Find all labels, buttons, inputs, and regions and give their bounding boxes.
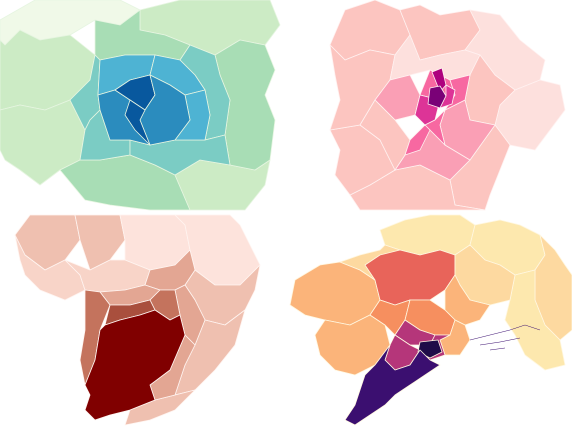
district-core-e [439,84,456,109]
choropleth-map-magma [289,214,572,426]
coastline [469,324,541,351]
choropleth-map-reds [14,214,261,426]
district-core-n [124,99,151,146]
choropleth-map-pink-purple [329,0,566,211]
district-mid-sw [359,99,411,171]
district-inner-sw [404,124,431,156]
district-core [84,309,186,421]
choropleth-map-green-blue [0,0,281,211]
district-core-c [139,74,191,146]
district-coast [344,344,441,426]
district-outer-e [504,269,566,371]
